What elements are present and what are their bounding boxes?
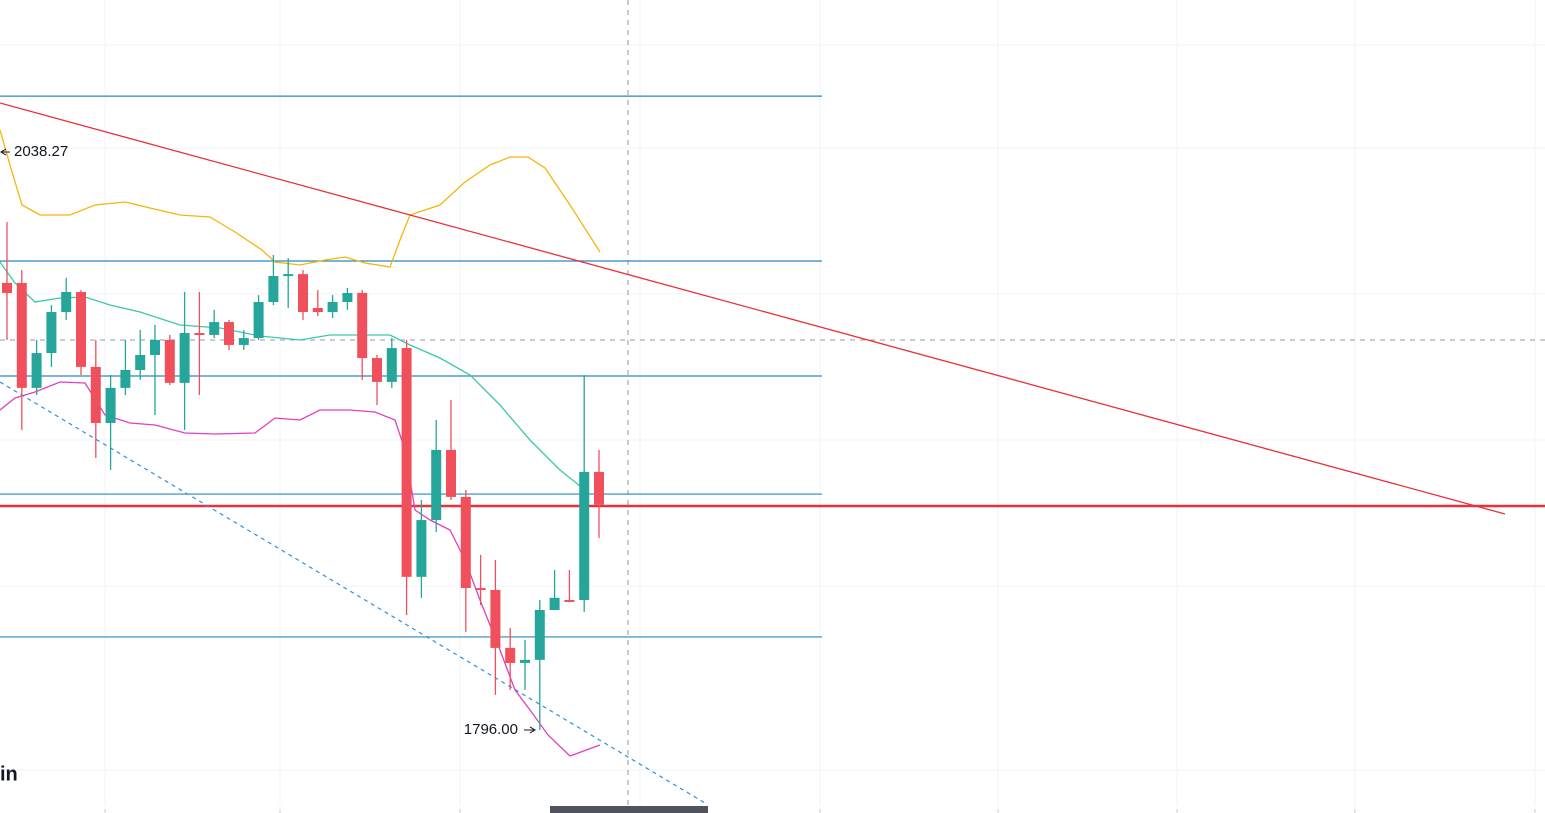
candle-body <box>534 609 545 660</box>
arrow-head <box>0 148 7 156</box>
candle-body <box>312 307 323 313</box>
candles <box>2 222 604 730</box>
levels <box>0 95 1545 638</box>
candle-body <box>90 366 101 423</box>
candle-body <box>209 322 220 335</box>
candle-body <box>594 471 604 505</box>
candle-body <box>460 496 471 589</box>
bollinger-lower <box>0 381 601 757</box>
candle-body <box>520 659 530 663</box>
candle-body <box>342 292 353 303</box>
candle-body <box>357 292 368 359</box>
candle-body <box>579 471 590 600</box>
trendline-support <box>0 381 706 804</box>
candle-body <box>179 333 190 383</box>
candle-body <box>238 338 249 345</box>
candle-body <box>386 348 397 382</box>
candle-body <box>490 589 501 648</box>
scrollbar[interactable] <box>550 806 708 813</box>
candle-body <box>446 449 456 497</box>
candle-body <box>46 312 57 354</box>
candle-body <box>135 354 146 371</box>
bollinger-upper <box>0 129 601 268</box>
candle-body <box>120 370 131 388</box>
candle-body <box>194 333 205 336</box>
candle-body <box>327 302 338 313</box>
candle-body <box>61 291 72 313</box>
candle-body <box>416 520 427 577</box>
candle-body <box>224 322 234 345</box>
price-annotation: 2038.27 <box>14 143 68 160</box>
arrow-head <box>529 726 536 734</box>
candle-body <box>283 274 294 277</box>
candle-body <box>16 282 27 388</box>
candle-body <box>76 291 86 367</box>
candle-body <box>505 647 516 663</box>
candle-body <box>268 276 279 303</box>
axis-ticks <box>104 809 1536 813</box>
candle-body <box>372 358 382 382</box>
watermark: in <box>0 763 18 785</box>
candle-body <box>549 597 560 610</box>
candle-body <box>164 339 175 383</box>
candle-body <box>298 274 308 313</box>
candle-body <box>2 282 12 293</box>
price-annotation: 1796.00 <box>464 721 518 738</box>
candle-body <box>31 353 42 388</box>
trendline-down <box>0 102 1506 515</box>
candle-body <box>253 302 264 339</box>
candle-body <box>150 339 160 355</box>
candle-body <box>475 588 486 591</box>
candle-body <box>105 387 116 423</box>
candle-body <box>564 599 575 602</box>
candle-body <box>431 449 442 521</box>
candle-body <box>401 348 412 577</box>
annotations: 2038.27 1796.00 <box>0 143 536 738</box>
